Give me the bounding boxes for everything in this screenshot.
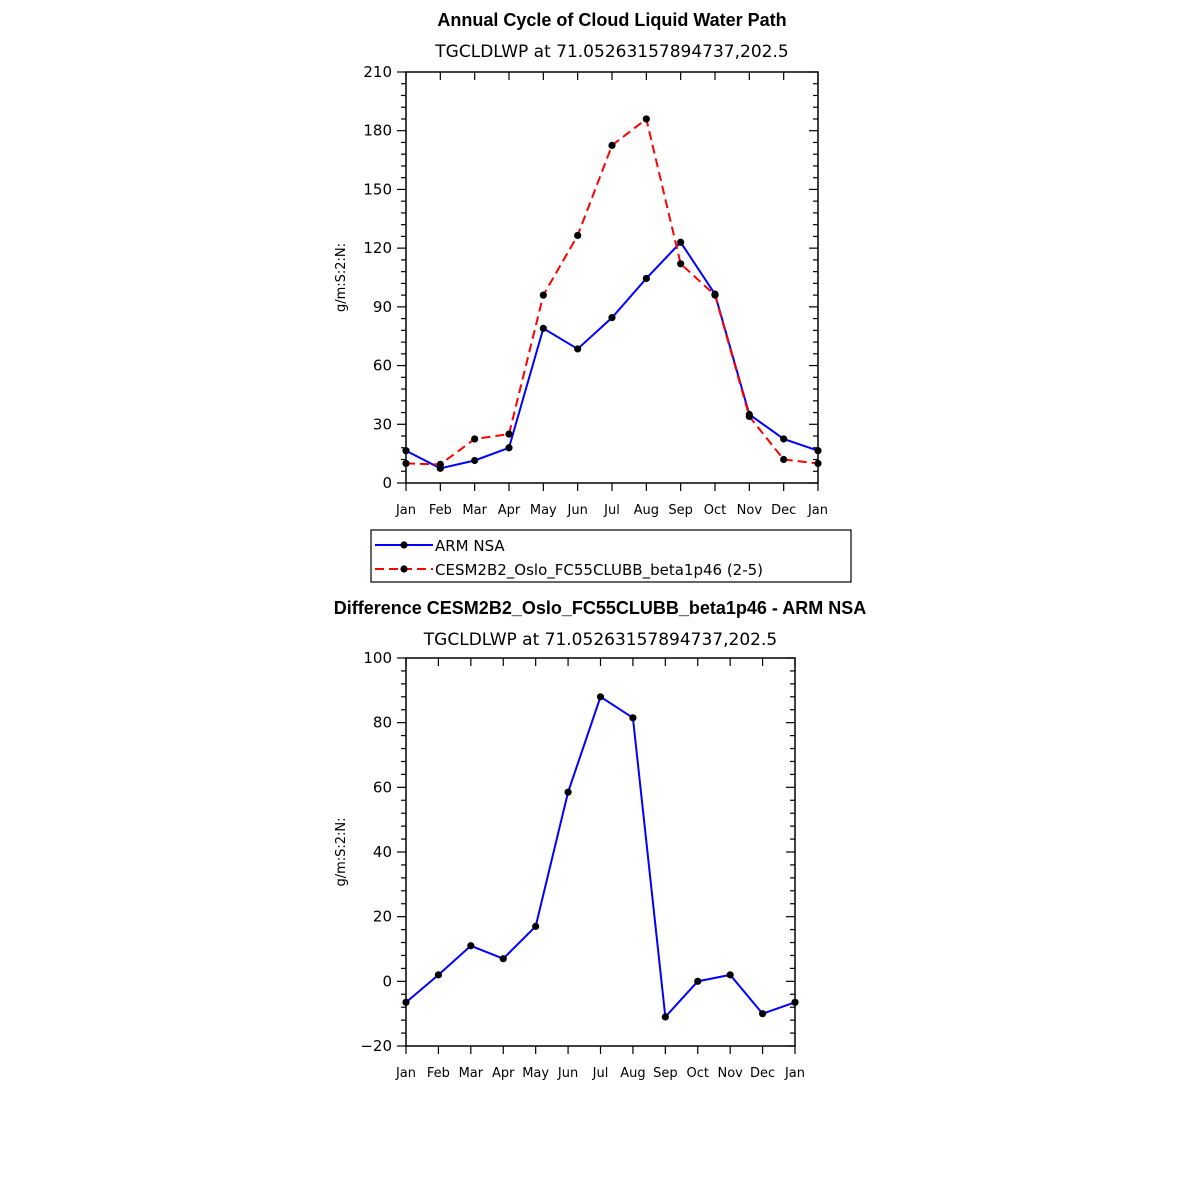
data-point xyxy=(402,459,410,468)
data-point xyxy=(814,459,822,468)
data-point xyxy=(471,435,479,443)
data-point xyxy=(505,430,513,438)
y-tick-label: 80 xyxy=(373,714,392,732)
y-tick-label: 30 xyxy=(373,415,392,433)
data-point xyxy=(758,1010,767,1018)
data-point xyxy=(791,998,799,1006)
plot-frame xyxy=(405,657,796,1047)
data-point xyxy=(726,971,734,979)
data-point xyxy=(780,435,788,443)
plot-frame xyxy=(405,71,819,484)
x-tick-label: Sep xyxy=(653,1066,678,1081)
legend-box xyxy=(370,529,852,583)
data-point xyxy=(471,456,479,465)
data-point xyxy=(642,115,650,123)
legend-label: CESM2B2_Oslo_FC55CLUBB_beta1p46 (2-5) xyxy=(435,561,763,580)
x-tick-label: Feb xyxy=(429,503,452,518)
y-tick-label: 60 xyxy=(373,357,392,375)
series-line-0 xyxy=(405,240,819,470)
chart-subtitle: TGCLDLWP at 71.05263157894737,202.5 xyxy=(423,630,777,650)
x-tick-label: Apr xyxy=(498,503,521,518)
data-point xyxy=(539,324,547,332)
data-point xyxy=(661,1013,669,1021)
x-tick-label: Jul xyxy=(592,1066,609,1081)
x-tick-label: Aug xyxy=(634,503,659,518)
legend-marker xyxy=(400,541,408,549)
series-line-0 xyxy=(405,695,796,1020)
chart-title: Difference CESM2B2_Oslo_FC55CLUBB_beta1p… xyxy=(334,598,866,618)
data-point xyxy=(402,998,410,1006)
x-tick-label: Aug xyxy=(620,1066,645,1081)
data-point xyxy=(564,788,572,796)
y-tick-label: 180 xyxy=(363,122,392,140)
y-tick-label: 120 xyxy=(363,239,392,257)
data-point xyxy=(596,693,605,701)
y-axis-label: g/m:S:2:N: xyxy=(334,817,349,886)
data-point xyxy=(814,447,822,455)
legend: ARM NSA CESM2B2_Oslo_FC55CLUBB_beta1p46 (… xyxy=(370,529,852,583)
data-point xyxy=(505,444,513,452)
y-tick-label: 40 xyxy=(373,843,392,861)
data-point xyxy=(780,455,788,464)
data-point xyxy=(629,714,637,722)
data-point xyxy=(677,260,685,268)
y-tick-label: 90 xyxy=(373,298,392,316)
x-tick-label: Mar xyxy=(462,503,487,518)
data-point xyxy=(574,345,582,353)
data-point xyxy=(574,231,582,240)
y-tick-label: 0 xyxy=(382,972,392,990)
annual-cycle-panel: Annual Cycle of Cloud Liquid Water Path T… xyxy=(334,10,828,518)
legend-marker xyxy=(400,565,408,573)
data-point xyxy=(608,314,616,322)
x-tick-label: Nov xyxy=(717,1066,743,1081)
x-tick-label: Jul xyxy=(603,503,620,518)
legend-label: ARM NSA xyxy=(435,537,505,555)
chart-subtitle: TGCLDLWP at 71.05263157894737,202.5 xyxy=(434,42,788,62)
x-tick-label: Oct xyxy=(687,1066,709,1081)
x-tick-label: May xyxy=(530,503,557,518)
y-tick-label: 100 xyxy=(363,649,392,667)
y-axis-label: g/m:S:2:N: xyxy=(334,243,349,312)
data-point xyxy=(608,141,616,149)
y-tick-label: 150 xyxy=(363,180,392,198)
y-tick-label: 20 xyxy=(373,908,392,926)
y-tick-label: 210 xyxy=(363,63,392,81)
x-tick-label: Jun xyxy=(567,503,588,518)
data-point xyxy=(539,291,547,299)
y-tick-label: 60 xyxy=(373,778,392,796)
x-tick-label: Jan xyxy=(807,503,828,518)
series-line-1 xyxy=(405,117,819,466)
x-tick-label: Feb xyxy=(427,1066,450,1081)
data-point xyxy=(677,238,685,246)
x-tick-label: Jun xyxy=(557,1066,578,1081)
x-tick-label: Oct xyxy=(704,503,726,518)
difference-panel: Difference CESM2B2_Oslo_FC55CLUBB_beta1p… xyxy=(334,598,866,1081)
x-tick-label: Dec xyxy=(750,1066,775,1081)
data-point xyxy=(467,942,475,950)
data-point xyxy=(745,412,753,421)
data-point xyxy=(402,447,410,455)
data-point xyxy=(434,971,443,979)
data-point xyxy=(532,922,540,930)
x-tick-label: May xyxy=(522,1066,549,1081)
data-point xyxy=(499,955,507,963)
x-tick-label: Nov xyxy=(737,503,763,518)
x-tick-label: Apr xyxy=(492,1066,515,1081)
x-tick-label: Dec xyxy=(771,503,796,518)
y-tick-label: 0 xyxy=(382,474,392,492)
x-tick-label: Sep xyxy=(668,503,693,518)
chart-title: Annual Cycle of Cloud Liquid Water Path xyxy=(437,10,786,30)
x-tick-label: Jan xyxy=(395,1066,416,1081)
data-point xyxy=(642,274,650,283)
x-tick-label: Jan xyxy=(784,1066,805,1081)
x-tick-label: Jan xyxy=(395,503,416,518)
data-point xyxy=(436,460,444,469)
data-point xyxy=(694,977,702,985)
data-point xyxy=(711,291,719,299)
x-tick-label: Mar xyxy=(459,1066,484,1081)
y-tick-label: −20 xyxy=(360,1037,392,1055)
